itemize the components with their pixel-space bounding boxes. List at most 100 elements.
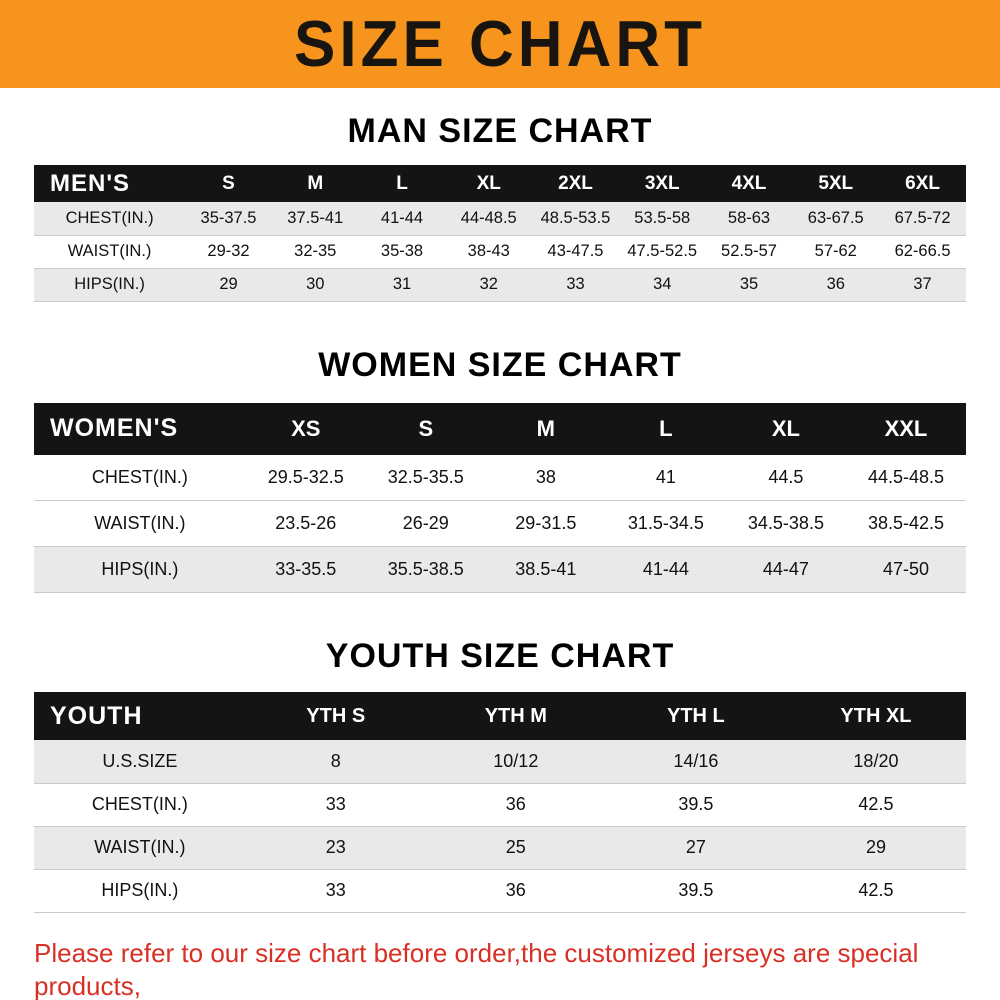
value-cell: 44-47 bbox=[762, 559, 809, 579]
size-header-cell: 5XL bbox=[792, 165, 880, 202]
women-table: WOMEN'S XS S M L XL XXL CHEST(IN.) 29.5-32.5 32.5… bbox=[34, 402, 966, 593]
value-cell: 34.5-38.5 bbox=[747, 513, 824, 533]
youth-table: YOUTH YTH S YTH M YTH L YTH XL U.S.SIZE 8 10/12… bbox=[34, 692, 966, 913]
value-cell: 35 bbox=[739, 275, 759, 293]
row-label: U.S.SIZE bbox=[102, 750, 178, 771]
youth-size-heading: YOUTH SIZE CHART bbox=[325, 637, 675, 675]
value-cell: 27 bbox=[685, 837, 706, 857]
value-cell: 29 bbox=[219, 275, 238, 293]
value-cell: 33 bbox=[566, 275, 585, 293]
table-row: U.S.SIZE 8 10/12 14/16 18/20 bbox=[34, 740, 966, 783]
value-cell: 29.5-32.5 bbox=[267, 466, 344, 487]
table-row: WAIST(IN.) 23 25 27 29 bbox=[34, 826, 966, 869]
value-cell: 31.5-34.5 bbox=[627, 513, 704, 533]
size-header-cell: XS bbox=[245, 402, 366, 455]
value-cell: 41-44 bbox=[642, 559, 689, 579]
size-header-cell: 3XL bbox=[618, 165, 706, 202]
row-label: CHEST(IN.) bbox=[91, 466, 188, 487]
mens-size-table: MEN'S S M L XL 2XL 3XL 4XL 5XL 6XL CHEST(IN.) 35-37… bbox=[34, 165, 966, 302]
value-cell: 33-35.5 bbox=[275, 559, 337, 579]
value-cell: 23 bbox=[325, 837, 346, 857]
value-cell: 36 bbox=[505, 880, 526, 900]
value-cell: 52.5-57 bbox=[721, 242, 777, 260]
value-cell: 38.5-42.5 bbox=[867, 513, 944, 533]
value-cell: 57-62 bbox=[814, 242, 857, 260]
value-cell: 34 bbox=[653, 275, 672, 293]
row-label: CHEST(IN.) bbox=[65, 208, 154, 227]
man-size-heading: MAN SIZE CHART bbox=[347, 112, 653, 150]
value-cell: 29-32 bbox=[207, 242, 250, 260]
size-header-cell: YTH M bbox=[425, 692, 606, 740]
size-header-cell: M bbox=[271, 165, 359, 202]
row-label: HIPS(IN.) bbox=[101, 880, 179, 900]
youth-size-section: YOUTH SIZE CHART YOUTH YTH S YTH M YTH L YTH… bbox=[0, 637, 1000, 913]
value-cell: 32 bbox=[479, 275, 498, 293]
value-cell: 32-35 bbox=[294, 242, 337, 260]
table-row: HIPS(IN.) 33 36 39.5 42.5 bbox=[34, 869, 966, 912]
size-header-cell: 4XL bbox=[705, 165, 793, 202]
value-cell: 36 bbox=[505, 794, 526, 814]
value-cell: 41 bbox=[655, 466, 676, 487]
table-row: CHEST(IN.) 33 36 39.5 42.5 bbox=[34, 783, 966, 826]
size-header-cell: 6XL bbox=[879, 165, 966, 202]
womens-size-table: WOMEN'S XS S M L XL XXL CHEST(IN.) 29.5-32.5 32.5… bbox=[34, 402, 966, 593]
table-row: HIPS(IN.) 29 30 31 32 33 34 35 36 37 bbox=[34, 268, 966, 301]
size-header-cell: L bbox=[358, 165, 446, 202]
value-cell: 32.5-35.5 bbox=[387, 466, 464, 487]
value-cell: 62-66.5 bbox=[894, 242, 951, 260]
value-cell: 38 bbox=[535, 466, 556, 487]
size-header-cell: S bbox=[365, 402, 486, 455]
value-cell: 25 bbox=[505, 837, 526, 857]
value-cell: 31 bbox=[392, 275, 412, 293]
banner: SIZE CHART bbox=[0, 0, 1000, 88]
table-title-cell: YOUTH bbox=[34, 692, 246, 740]
value-cell: 26-29 bbox=[402, 513, 449, 533]
table-header-row: WOMEN'S XS S M L XL XXL bbox=[34, 402, 966, 455]
value-cell: 33 bbox=[325, 880, 346, 900]
value-cell: 47-50 bbox=[882, 559, 929, 579]
size-header-cell: XXL bbox=[845, 402, 966, 455]
value-cell: 42.5 bbox=[858, 880, 894, 900]
row-label: WAIST(IN.) bbox=[94, 513, 186, 533]
value-cell: 10/12 bbox=[493, 750, 539, 771]
value-cell: 18/20 bbox=[853, 750, 899, 771]
value-cell: 38.5-41 bbox=[515, 559, 577, 579]
size-header-cell: M bbox=[485, 402, 606, 455]
size-header-cell: 2XL bbox=[532, 165, 619, 202]
value-cell: 44.5-48.5 bbox=[867, 466, 944, 487]
value-cell: 43-47.5 bbox=[547, 242, 604, 260]
value-cell: 35-37.5 bbox=[200, 208, 257, 227]
banner-title: SIZE CHART bbox=[294, 8, 706, 80]
youth-size-table: YOUTH YTH S YTH M YTH L YTH XL U.S.SIZE 8 10/12… bbox=[34, 692, 966, 913]
row-label: HIPS(IN.) bbox=[74, 275, 145, 293]
value-cell: 33 bbox=[325, 794, 346, 814]
value-cell: 36 bbox=[826, 275, 845, 293]
value-cell: 48.5-53.5 bbox=[540, 208, 611, 227]
table-title-cell: MEN'S bbox=[34, 165, 186, 202]
row-label: WAIST(IN.) bbox=[94, 837, 186, 857]
row-label: WAIST(IN.) bbox=[67, 242, 152, 260]
value-cell: 29 bbox=[865, 837, 886, 857]
value-cell: 35.5-38.5 bbox=[387, 559, 464, 579]
value-cell: 39.5 bbox=[678, 794, 714, 814]
footer-note: Please refer to our size chart before or… bbox=[34, 937, 980, 1000]
value-cell: 44.5 bbox=[768, 466, 804, 487]
value-cell: 37 bbox=[913, 275, 932, 293]
value-cell: 38-43 bbox=[467, 242, 510, 260]
table-row: WAIST(IN.) 29-32 32-35 35-38 38-43 43-47.5 47.… bbox=[34, 235, 966, 268]
value-cell: 29-31.5 bbox=[515, 513, 577, 533]
table-row: WAIST(IN.) 23.5-26 26-29 29-31.5 31.5-34.5 34… bbox=[34, 500, 966, 547]
size-header-cell: L bbox=[605, 402, 726, 455]
value-cell: 37.5-41 bbox=[287, 208, 344, 227]
size-header-cell: YTH S bbox=[245, 692, 426, 740]
value-cell: 8 bbox=[330, 750, 341, 771]
note-line-1: Please refer to our size chart before or… bbox=[34, 937, 919, 1000]
table-row: HIPS(IN.) 33-35.5 35.5-38.5 38.5-41 41-44 44-… bbox=[34, 546, 966, 593]
women-size-section: WOMEN SIZE CHART WOMEN'S XS S M L XL XXL CHEST(… bbox=[0, 346, 1000, 593]
value-cell: 35-38 bbox=[380, 242, 424, 260]
table-row: CHEST(IN.) 35-37.5 37.5-41 41-44 44-48.5 48.5… bbox=[34, 202, 966, 235]
table-title-cell: WOMEN'S bbox=[34, 402, 246, 455]
value-cell: 39.5 bbox=[678, 880, 714, 900]
size-header-cell: YTH L bbox=[605, 692, 786, 740]
